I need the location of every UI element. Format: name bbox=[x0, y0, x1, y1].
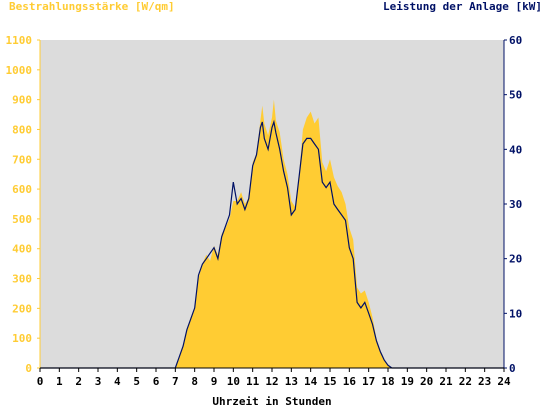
x-tick-label: 14 bbox=[304, 375, 318, 388]
x-tick-label: 5 bbox=[133, 375, 140, 388]
x-tick-label: 24 bbox=[497, 375, 511, 388]
left-tick-label: 900 bbox=[12, 94, 32, 107]
x-tick-label: 3 bbox=[95, 375, 102, 388]
x-tick-label: 7 bbox=[172, 375, 179, 388]
x-axis-label: Uhrzeit in Stunden bbox=[212, 395, 332, 408]
right-axis-label: Leistung der Anlage [kW] bbox=[383, 0, 542, 13]
left-tick-label: 0 bbox=[25, 362, 32, 375]
x-tick-label: 9 bbox=[211, 375, 218, 388]
left-tick-label: 800 bbox=[12, 123, 32, 136]
x-tick-label: 4 bbox=[114, 375, 121, 388]
left-tick-label: 1000 bbox=[6, 64, 33, 77]
right-tick-label: 60 bbox=[509, 34, 522, 47]
left-tick-label: 300 bbox=[12, 273, 32, 286]
series-power-line bbox=[40, 119, 504, 369]
x-tick-label: 10 bbox=[227, 375, 240, 388]
x-tick-label: 13 bbox=[285, 375, 298, 388]
series-irradiance-area bbox=[40, 99, 504, 368]
x-tick-label: 11 bbox=[246, 375, 260, 388]
right-tick-label: 0 bbox=[509, 362, 516, 375]
right-tick-label: 10 bbox=[509, 307, 522, 320]
x-tick-label: 23 bbox=[478, 375, 491, 388]
x-tick-label: 0 bbox=[37, 375, 44, 388]
x-tick-label: 19 bbox=[401, 375, 414, 388]
left-tick-label: 200 bbox=[12, 302, 32, 315]
x-tick-label: 2 bbox=[75, 375, 82, 388]
right-tick-label: 40 bbox=[509, 143, 522, 156]
x-tick-label: 20 bbox=[420, 375, 433, 388]
x-tick-label: 15 bbox=[323, 375, 336, 388]
x-tick-label: 8 bbox=[191, 375, 198, 388]
x-tick-label: 21 bbox=[439, 375, 453, 388]
right-tick-label: 50 bbox=[509, 89, 522, 102]
left-axis-label: Bestrahlungsstärke [W/qm] bbox=[9, 0, 175, 13]
x-tick-label: 12 bbox=[265, 375, 278, 388]
x-tick-label: 17 bbox=[362, 375, 375, 388]
left-tick-label: 100 bbox=[12, 332, 32, 345]
x-tick-label: 6 bbox=[153, 375, 160, 388]
left-tick-label: 700 bbox=[12, 153, 32, 166]
x-tick-label: 16 bbox=[343, 375, 357, 388]
x-tick-label: 1 bbox=[56, 375, 63, 388]
left-tick-label: 1100 bbox=[6, 34, 33, 47]
right-tick-label: 30 bbox=[509, 198, 522, 211]
left-tick-label: 400 bbox=[12, 243, 32, 256]
right-tick-label: 20 bbox=[509, 253, 522, 266]
x-tick-label: 18 bbox=[381, 375, 394, 388]
left-tick-label: 500 bbox=[12, 213, 32, 226]
left-tick-label: 600 bbox=[12, 183, 32, 196]
x-tick-label: 22 bbox=[459, 375, 472, 388]
